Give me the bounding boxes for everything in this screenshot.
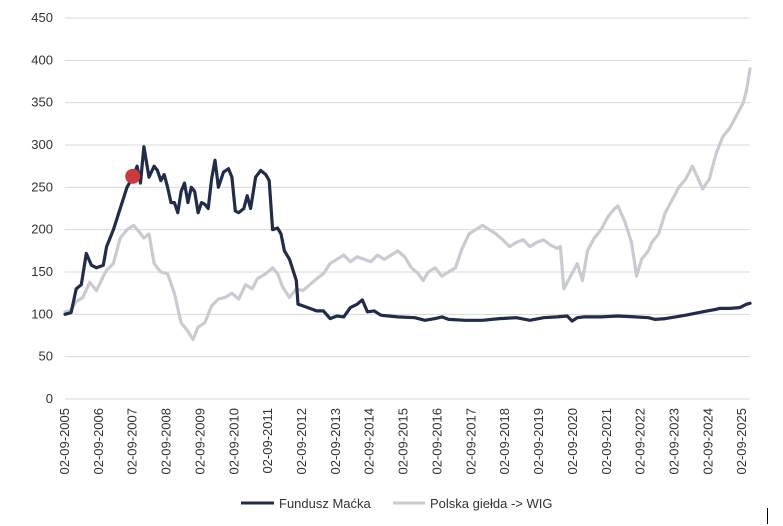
x-tick-label: 02-09-2010 [226, 408, 241, 475]
x-tick-label: 02-09-2020 [565, 408, 580, 475]
x-tick-label: 02-09-2012 [294, 408, 309, 475]
x-tick-label: 02-09-2013 [328, 408, 343, 475]
x-tick-label: 02-09-2022 [633, 408, 648, 475]
x-tick-label: 02-09-2025 [734, 408, 749, 475]
x-tick-label: 02-09-2005 [57, 408, 72, 475]
y-tick-label: 450 [31, 10, 53, 25]
y-tick-label: 350 [31, 95, 53, 110]
y-tick-label: 250 [31, 179, 53, 194]
x-tick-label: 02-09-2011 [260, 408, 275, 474]
x-tick-label: 02-09-2023 [666, 408, 681, 475]
series-group [63, 67, 752, 342]
y-tick-label: 300 [31, 137, 53, 152]
x-tick-label: 02-09-2021 [599, 408, 614, 475]
x-axis: 02-09-2005 02-09-2006 02-09-2007 02-09-2008… [57, 408, 749, 475]
highlight-marker-group [125, 168, 141, 184]
y-axis: 0 50 100 150 200 250 300 350 400 450 [31, 10, 53, 406]
y-tick-label: 100 [31, 306, 53, 321]
series-line-fundusz-macka [63, 145, 752, 323]
grid-lines [65, 17, 750, 400]
edge-mark [767, 508, 768, 524]
legend-label-fundusz-macka: Fundusz Maćka [279, 496, 372, 511]
x-tick-label: 02-09-2007 [125, 408, 140, 475]
x-tick-label: 02-09-2006 [91, 408, 106, 475]
x-tick-label: 02-09-2018 [497, 408, 512, 475]
x-tick-label: 02-09-2009 [192, 408, 207, 475]
y-tick-label: 400 [31, 52, 53, 67]
y-tick-label: 150 [31, 264, 53, 279]
y-tick-label: 200 [31, 222, 53, 237]
x-tick-label: 02-09-2014 [362, 408, 377, 475]
x-tick-label: 02-09-2015 [396, 408, 411, 475]
x-tick-label: 02-09-2017 [463, 408, 478, 475]
y-tick-label: 0 [46, 391, 53, 406]
x-tick-label: 02-09-2024 [700, 408, 715, 475]
x-tick-label: 02-09-2016 [429, 408, 444, 475]
legend-label-wig: Polska giełda -> WIG [430, 496, 552, 511]
y-tick-label: 50 [39, 349, 53, 364]
series-line-wig [63, 67, 752, 342]
x-tick-label: 02-09-2008 [159, 408, 174, 475]
legend: Fundusz Maćka Polska giełda -> WIG [241, 496, 552, 511]
x-tick-label: 02-09-2019 [531, 408, 546, 475]
highlight-marker [125, 168, 141, 184]
